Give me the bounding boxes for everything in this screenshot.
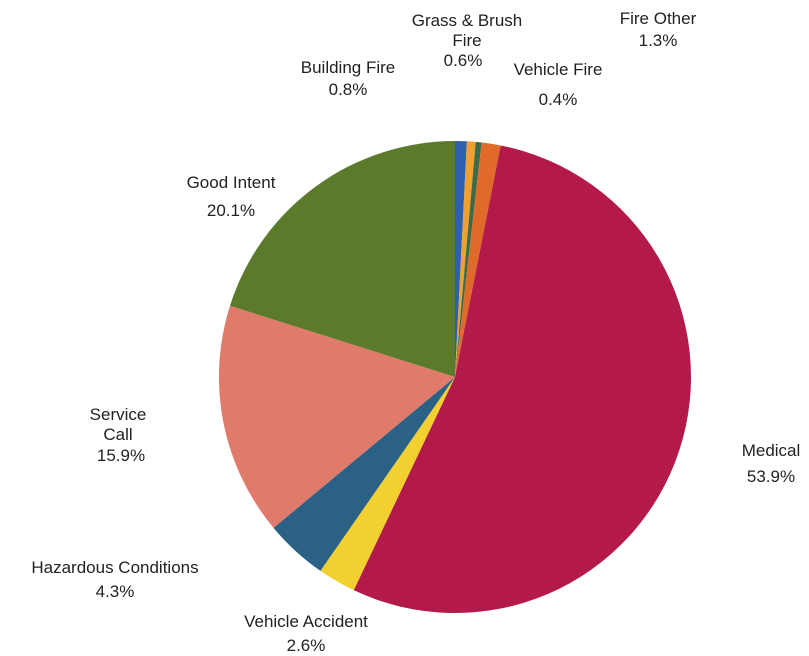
- pie-slice-vehicle-accident: [320, 377, 455, 591]
- slice-name: Good Intent: [187, 173, 276, 192]
- slice-value: 0.4%: [539, 90, 578, 109]
- pie-slice-good-intent: [230, 141, 455, 377]
- pie-slice-building-fire: [455, 141, 467, 377]
- slice-value: 0.6%: [444, 51, 483, 70]
- slice-name-part: Fire: [452, 31, 481, 50]
- pie-slice-vehicle-fire: [455, 141, 482, 377]
- slice-label-building-fire: Building Fire 0.8%: [301, 58, 396, 99]
- slice-label-hazardous-conditions: Hazardous Conditions 4.3%: [31, 558, 198, 601]
- slice-value: 0.8%: [329, 80, 368, 99]
- slice-label-good-intent: Good Intent 20.1%: [187, 173, 276, 220]
- slice-name: Medical: [742, 441, 801, 460]
- slice-label-vehicle-fire: Vehicle Fire 0.4%: [514, 60, 603, 109]
- slice-name: Hazardous Conditions: [31, 558, 198, 577]
- slice-name: Building Fire: [301, 58, 396, 77]
- slice-value: 53.9%: [747, 467, 795, 486]
- slice-name: Vehicle Accident: [244, 612, 368, 631]
- pie-slice-hazardous-conditions: [273, 377, 455, 571]
- slice-value: 1.3%: [639, 31, 678, 50]
- pie-slices: [219, 141, 691, 613]
- pie-slice-medical: [353, 145, 691, 613]
- slice-value: 20.1%: [207, 201, 255, 220]
- slice-name: Vehicle Fire: [514, 60, 603, 79]
- slice-label-vehicle-accident: Vehicle Accident 2.6%: [244, 612, 368, 655]
- slice-label-medical: Medical 53.9%: [742, 441, 801, 486]
- slice-value: 15.9%: [97, 446, 145, 465]
- pie-slice-fire-other: [455, 142, 501, 377]
- slice-name: Fire Other: [620, 9, 697, 28]
- slice-name-part: Service: [90, 405, 147, 424]
- slice-label-fire-other: Fire Other 1.3%: [620, 9, 697, 50]
- slice-value: 2.6%: [287, 636, 326, 655]
- slice-value: 4.3%: [96, 582, 135, 601]
- pie-slice-grass-brush-fire: [455, 141, 476, 377]
- pie-slice-service-call: [219, 305, 455, 528]
- slice-name-part: Grass & Brush: [412, 11, 523, 30]
- slice-name-part: Call: [103, 425, 132, 444]
